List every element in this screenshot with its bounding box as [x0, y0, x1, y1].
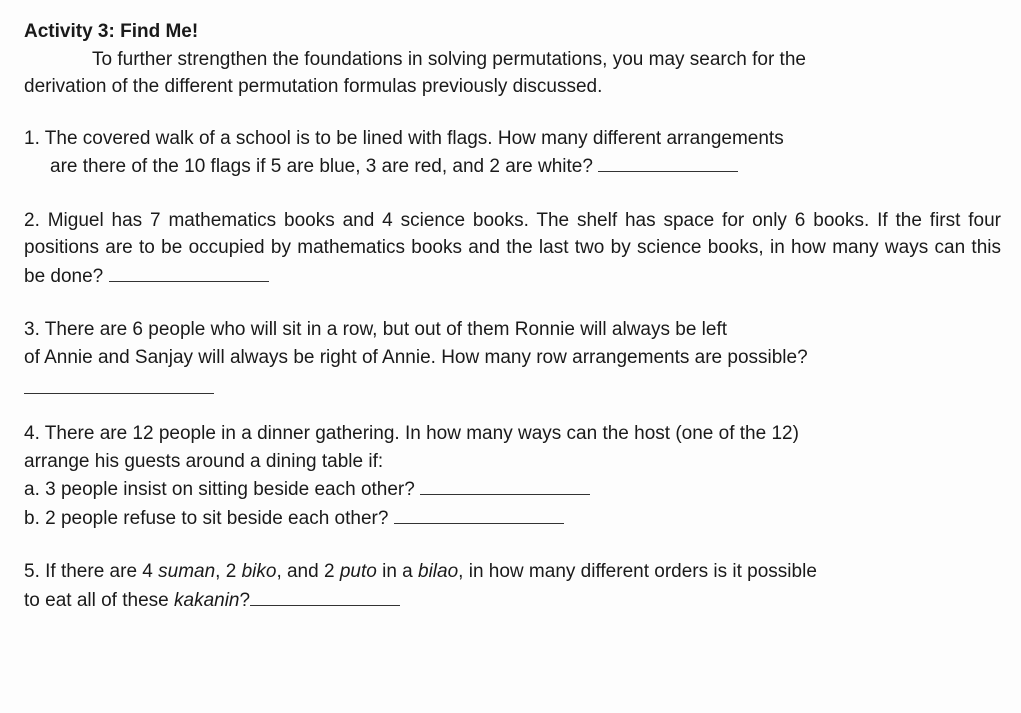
answer-blank-q3[interactable]	[24, 373, 214, 394]
q5-pre: 5. If there are 4	[24, 561, 158, 582]
italic-bilao: bilao	[418, 561, 458, 582]
q1-line1: 1. The covered walk of a school is to be…	[24, 128, 784, 149]
answer-blank-q4a[interactable]	[420, 475, 590, 495]
q2-line1: 2. Miguel has 7 mathematics books and 4 …	[24, 210, 805, 231]
q4-a: a. 3 people insist on sitting beside eac…	[24, 479, 420, 500]
italic-puto: puto	[340, 561, 377, 582]
answer-blank-q2[interactable]	[109, 262, 269, 282]
question-1: 1. The covered walk of a school is to be…	[24, 125, 1001, 181]
q5-qmark: ?	[240, 590, 251, 611]
question-3: 3. There are 6 people who will sit in a …	[24, 316, 1001, 394]
answer-blank-q4b[interactable]	[394, 504, 564, 524]
answer-blank-q1[interactable]	[598, 152, 738, 172]
q4-line1: 4. There are 12 people in a dinner gathe…	[24, 420, 1001, 448]
q3-line2: of Annie and Sanjay will always be right…	[24, 344, 1001, 372]
q4-b: b. 2 people refuse to sit beside each ot…	[24, 508, 394, 529]
q5-mid4: , in how many different orders is it pos…	[458, 561, 817, 582]
q5-line2a: to eat all of these	[24, 590, 174, 611]
activity-header: Activity 3: Find Me! To further strength…	[24, 18, 1001, 101]
q3-line1: 3. There are 6 people who will sit in a …	[24, 316, 1001, 344]
q4-line2: arrange his guests around a dining table…	[24, 448, 1001, 476]
q5-mid3: in a	[377, 561, 418, 582]
italic-biko: biko	[242, 561, 277, 582]
intro-line-1: To further strengthen the foundations in…	[24, 46, 1001, 74]
q1-line2: are there of the 10 flags if 5 are blue,…	[50, 156, 598, 177]
italic-suman: suman	[158, 561, 215, 582]
answer-blank-q5[interactable]	[250, 586, 400, 606]
q5-mid2: , and 2	[276, 561, 339, 582]
question-2: 2. Miguel has 7 mathematics books and 4 …	[24, 207, 1001, 291]
intro-line-2: derivation of the different permutation …	[24, 73, 1001, 101]
question-5: 5. If there are 4 suman, 2 biko, and 2 p…	[24, 558, 1001, 614]
question-4: 4. There are 12 people in a dinner gathe…	[24, 420, 1001, 532]
activity-title: Activity 3: Find Me!	[24, 21, 198, 42]
italic-kakanin: kakanin	[174, 590, 240, 611]
q5-mid1: , 2	[215, 561, 241, 582]
